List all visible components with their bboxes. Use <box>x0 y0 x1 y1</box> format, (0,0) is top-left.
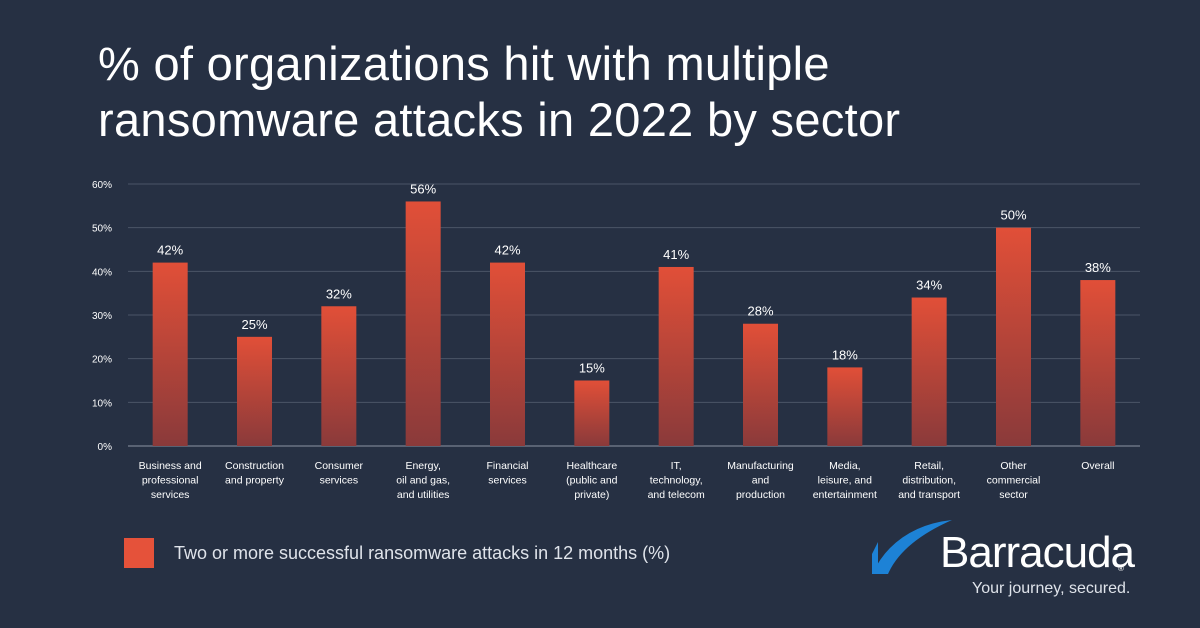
x-tick-label-line: distribution, <box>902 475 956 487</box>
bar <box>911 297 947 446</box>
data-label: 38% <box>1085 260 1111 275</box>
x-tick-label-line: sector <box>999 489 1028 501</box>
bar <box>1080 280 1116 446</box>
x-tick-label-line: and transport <box>898 489 960 501</box>
bar <box>574 380 610 446</box>
data-label: 42% <box>494 243 520 258</box>
chart-title: % of organizations hit with multiple ran… <box>98 36 1098 148</box>
data-label: 15% <box>579 361 605 376</box>
x-tick-label-line: and telecom <box>648 489 705 501</box>
x-tick-label-line: production <box>736 489 785 501</box>
bar <box>743 323 778 446</box>
x-tick-label-line: Media, <box>829 460 861 472</box>
data-label: 25% <box>241 317 267 332</box>
data-label: 50% <box>1000 208 1026 223</box>
x-tick-label: Manufacturing and production <box>727 460 794 501</box>
x-tick-label: Media, leisure, and entertainment <box>813 460 877 501</box>
bar <box>996 227 1031 446</box>
legend-swatch <box>124 538 154 568</box>
x-tick-label: Retail, distribution, and transport <box>898 460 960 501</box>
x-tick-label: Consumer services <box>315 460 364 487</box>
barracuda-logo: Barracuda ® Your journey, secured. <box>868 514 1138 604</box>
data-label: 18% <box>832 347 858 362</box>
x-tick-label-line: Healthcare <box>566 460 617 472</box>
y-tick-label: 60% <box>92 180 112 191</box>
data-label: 32% <box>326 286 352 301</box>
gridlines <box>128 183 1140 447</box>
x-tick-label-line: and utilities <box>397 489 450 501</box>
x-tick-label-line: services <box>151 489 190 501</box>
bar <box>321 306 357 446</box>
x-axis-labels: Business and professional services Construc… <box>139 460 1115 501</box>
x-tick-label: Business and professional services <box>139 460 202 501</box>
x-tick-label: Overall <box>1081 460 1114 472</box>
data-labels: 42% 25% 32% 56% 42% 15% 41% 28% 18% 34% 50% 38% <box>157 181 1111 375</box>
barracuda-fin-icon <box>872 520 952 574</box>
data-label: 56% <box>410 181 436 196</box>
x-tick-label-line: Financial <box>486 460 528 472</box>
bar <box>490 262 525 446</box>
y-tick-label: 0% <box>98 442 113 453</box>
registered-mark: ® <box>1118 564 1124 573</box>
x-tick-label-line: IT, <box>671 460 682 472</box>
x-tick-label-line: leisure, and <box>818 475 872 487</box>
x-tick-label: Construction and property <box>225 460 285 487</box>
x-tick-label: Healthcare (public and private) <box>566 460 618 501</box>
brand-name: Barracuda <box>940 528 1135 577</box>
x-tick-label-line: oil and gas, <box>396 475 450 487</box>
x-tick-label-line: private) <box>574 489 609 501</box>
data-label: 42% <box>157 243 183 258</box>
x-tick-label-line: professional <box>142 475 199 487</box>
data-label: 34% <box>916 278 942 293</box>
x-tick-label-line: entertainment <box>813 489 877 501</box>
x-tick-label-line: Other <box>1000 460 1027 472</box>
x-tick-label-line: and <box>752 475 770 487</box>
x-tick-label-line: Construction <box>225 460 284 472</box>
bar <box>827 367 863 446</box>
brand-tagline: Your journey, secured. <box>972 580 1131 597</box>
data-label: 41% <box>663 247 689 262</box>
x-tick-label-line: Business and <box>139 460 202 472</box>
data-label: 28% <box>747 304 773 319</box>
x-tick-label-line: Energy, <box>405 460 440 472</box>
x-tick-label: Financial services <box>486 460 528 487</box>
x-tick-label-line: commercial <box>987 475 1041 487</box>
x-tick-label-line: Overall <box>1081 460 1114 472</box>
x-tick-label: IT, technology, and telecom <box>648 460 705 501</box>
x-tick-label-line: services <box>488 475 527 487</box>
legend: Two or more successful ransomware attack… <box>124 538 670 568</box>
y-tick-label: 30% <box>92 311 112 322</box>
y-tick-label: 50% <box>92 224 112 235</box>
bar <box>237 336 272 446</box>
x-tick-label-line: Consumer <box>315 460 364 472</box>
x-tick-label: Energy, oil and gas, and utilities <box>396 460 450 501</box>
x-tick-label-line: Retail, <box>914 460 944 472</box>
x-tick-label-line: Manufacturing <box>727 460 794 472</box>
chart-title-line-1: % of organizations hit with multiple <box>98 37 830 90</box>
bar <box>152 262 188 446</box>
x-tick-label: Other commercial sector <box>987 460 1041 501</box>
y-tick-label: 20% <box>92 355 112 366</box>
y-tick-label: 10% <box>92 398 112 409</box>
y-tick-label: 40% <box>92 267 112 278</box>
chart-title-line-2: ransomware attacks in 2022 by sector <box>98 93 901 146</box>
x-tick-label-line: technology, <box>650 475 703 487</box>
bar <box>405 201 441 446</box>
legend-label: Two or more successful ransomware attack… <box>174 542 671 563</box>
x-tick-label-line: (public and <box>566 475 618 487</box>
x-tick-label-line: services <box>320 475 359 487</box>
x-tick-label-line: and property <box>225 475 285 487</box>
bars <box>152 201 1116 446</box>
y-axis-ticks: 0% 10% 20% 30% 40% 50% 60% <box>92 180 112 453</box>
bar <box>658 266 694 446</box>
